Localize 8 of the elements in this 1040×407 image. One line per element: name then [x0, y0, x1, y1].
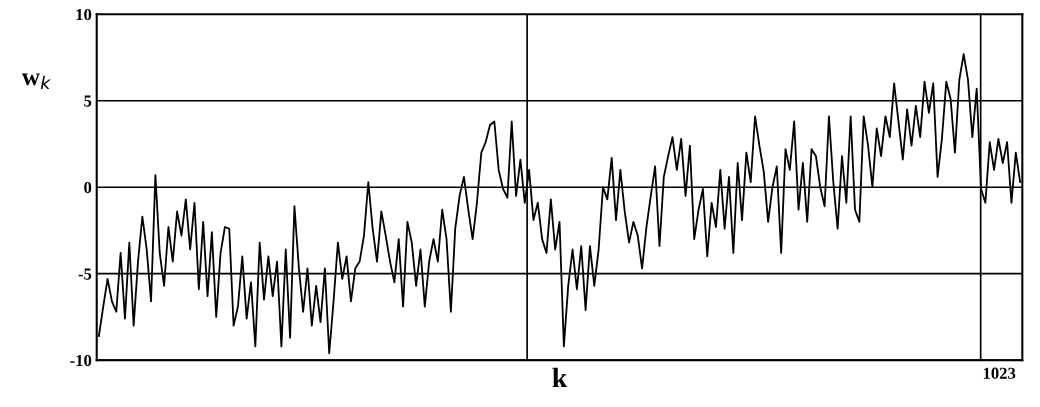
y-tick-label: -5: [78, 268, 92, 280]
y-tick-label: -10: [70, 354, 92, 367]
y-tick-label: 0: [84, 181, 92, 194]
y-tick-label: 5: [84, 95, 92, 107]
y-tick-label: 10: [76, 8, 92, 21]
text: 1023: [983, 367, 1016, 379]
y-axis-title: w$_{k}$: [22, 73, 51, 90]
x-axis-title: k: [552, 367, 568, 388]
